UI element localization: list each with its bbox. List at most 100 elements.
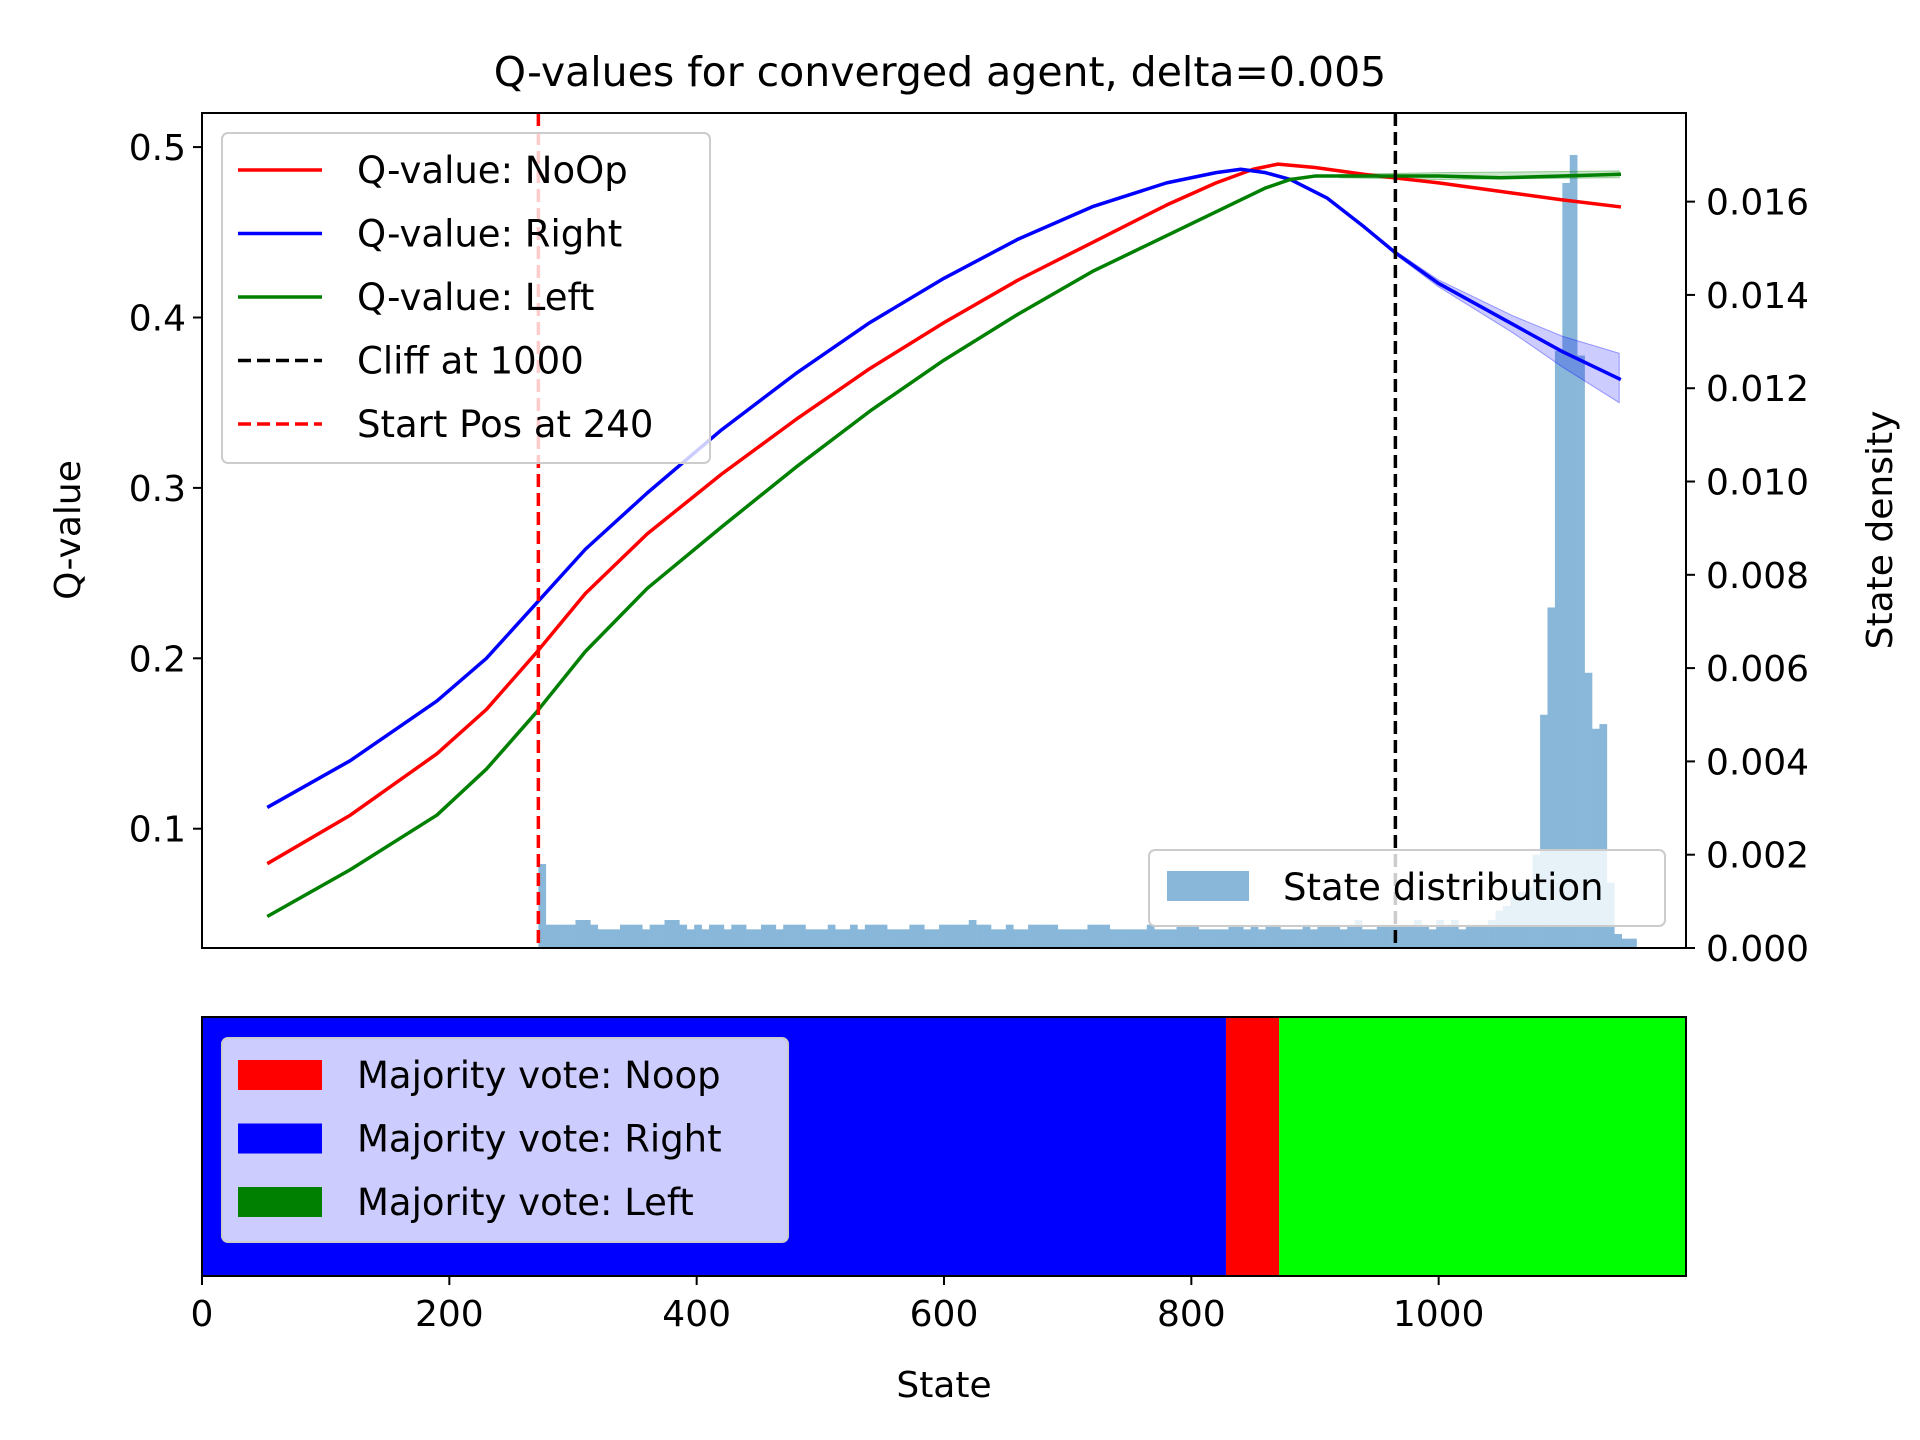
y2-tick-label: 0.002 bbox=[1706, 836, 1809, 877]
histogram-bar bbox=[1221, 929, 1229, 948]
histogram-bar bbox=[1339, 929, 1348, 948]
histogram-bar bbox=[872, 924, 880, 948]
histogram-bar bbox=[1250, 924, 1259, 948]
histogram-bar bbox=[723, 929, 732, 948]
histogram-bar bbox=[1317, 924, 1326, 948]
y-tick-label: 0.4 bbox=[129, 298, 186, 339]
histogram-bar bbox=[597, 929, 606, 948]
histogram-bar bbox=[768, 924, 777, 948]
histogram-bar bbox=[1495, 910, 1504, 948]
y2-tick-label: 0.006 bbox=[1706, 649, 1809, 690]
left-y-axis-title: Q-value bbox=[48, 460, 89, 600]
histogram-bar bbox=[671, 920, 680, 948]
histogram-bar bbox=[1361, 929, 1370, 948]
histogram-bar bbox=[560, 924, 569, 948]
majority-vote-noop-segment bbox=[1225, 1017, 1280, 1276]
histogram-bar bbox=[1332, 924, 1341, 948]
majority-vote-right-legend-swatch bbox=[238, 1123, 322, 1154]
histogram-bar bbox=[538, 864, 547, 948]
histogram-bar bbox=[1629, 938, 1637, 948]
histogram-bar bbox=[1013, 929, 1021, 948]
histogram-bar bbox=[1169, 929, 1177, 948]
right-y-axis: 0.000 0.002 0.004 0.006 0.008 0.010 0.012 0.014… bbox=[1686, 183, 1809, 970]
histogram-bar bbox=[990, 929, 999, 948]
histogram-bar bbox=[1369, 929, 1378, 948]
histogram-bar bbox=[1599, 724, 1608, 948]
histogram-bar bbox=[901, 929, 910, 948]
histogram-bar bbox=[545, 924, 554, 948]
histogram-bar bbox=[612, 929, 621, 948]
histogram-bar bbox=[909, 924, 918, 948]
y2-tick-label: 0.012 bbox=[1706, 369, 1809, 410]
histogram-bar bbox=[805, 929, 814, 948]
majority-vote-noop-legend-label: Majority vote: Noop bbox=[357, 1054, 721, 1097]
histogram-bar bbox=[976, 924, 984, 948]
histogram-bar bbox=[1258, 929, 1266, 948]
histogram-bar bbox=[553, 924, 561, 948]
histogram-bar bbox=[686, 929, 695, 948]
histogram-bar bbox=[1035, 924, 1044, 948]
histogram-bar bbox=[1324, 924, 1333, 948]
histogram-bar bbox=[968, 920, 977, 948]
left-y-axis: 0.1 0.2 0.3 0.4 0.5 bbox=[129, 128, 202, 851]
histogram-bar bbox=[582, 920, 591, 948]
histogram-bar bbox=[864, 924, 873, 948]
histogram-bar bbox=[760, 924, 769, 948]
histogram-bar bbox=[1272, 924, 1281, 948]
histogram-bar bbox=[1347, 924, 1355, 948]
histogram-bar bbox=[850, 924, 858, 948]
histogram-bar bbox=[1057, 929, 1066, 948]
histogram-bar bbox=[709, 924, 717, 948]
y2-tick-label: 0.004 bbox=[1706, 742, 1809, 783]
histogram-bar bbox=[679, 924, 688, 948]
histogram-bar bbox=[1584, 672, 1593, 948]
histogram-bar bbox=[1569, 154, 1578, 948]
y2-tick-label: 0.000 bbox=[1706, 929, 1809, 970]
histogram-bar bbox=[835, 929, 843, 948]
q-value-left-line bbox=[266, 172, 1622, 919]
top-plot-frame bbox=[201, 112, 1687, 949]
histogram-bar bbox=[1413, 920, 1422, 948]
histogram-bar bbox=[857, 929, 866, 948]
histogram-bar bbox=[931, 929, 940, 948]
hist-legend-box bbox=[1148, 849, 1666, 927]
histogram-bar bbox=[1124, 929, 1133, 948]
histogram-bar bbox=[1206, 929, 1214, 948]
histogram-bar bbox=[1020, 929, 1029, 948]
histogram-bar bbox=[1488, 920, 1496, 948]
y-tick-label: 0.5 bbox=[129, 128, 186, 169]
histogram-bar bbox=[775, 929, 784, 948]
hist-legend-label: State distribution bbox=[1283, 866, 1604, 909]
histogram-bar bbox=[1554, 350, 1563, 948]
histogram-bar bbox=[1406, 924, 1415, 948]
histogram-bar bbox=[619, 924, 628, 948]
histogram-bar bbox=[634, 924, 643, 948]
histogram-bar bbox=[1592, 728, 1600, 948]
histogram-bar bbox=[1280, 929, 1289, 948]
histogram-bar bbox=[998, 929, 1007, 948]
histogram-bar bbox=[701, 929, 710, 948]
vote-legend-box bbox=[221, 1037, 789, 1243]
q-value-left-legend-label: Q-value: Left bbox=[357, 276, 594, 319]
histogram-bar bbox=[1028, 924, 1036, 948]
histogram-bar bbox=[642, 929, 650, 948]
histogram-bar bbox=[1502, 906, 1511, 948]
histogram-bar bbox=[783, 924, 791, 948]
histogram-bar bbox=[1102, 924, 1111, 948]
histogram-bar bbox=[1562, 182, 1571, 948]
y2-tick-label: 0.016 bbox=[1706, 183, 1809, 224]
right-y-axis-title: State density bbox=[1860, 411, 1901, 650]
histogram-bar bbox=[1480, 924, 1489, 948]
histogram-bar bbox=[1117, 929, 1125, 948]
majority-vote-noop-legend-swatch bbox=[238, 1060, 322, 1090]
histogram-bar bbox=[1473, 924, 1482, 948]
histogram-bar bbox=[887, 929, 895, 948]
histogram-bar bbox=[694, 924, 702, 948]
majority-vote-right-legend-label: Majority vote: Right bbox=[357, 1118, 722, 1161]
histogram-bar bbox=[1287, 929, 1296, 948]
histogram-bar bbox=[1191, 924, 1200, 948]
histogram-bar bbox=[1109, 929, 1118, 948]
x-tick-label: 1000 bbox=[1393, 1294, 1485, 1335]
histogram-bar bbox=[953, 924, 962, 948]
histogram-bar bbox=[961, 924, 970, 948]
